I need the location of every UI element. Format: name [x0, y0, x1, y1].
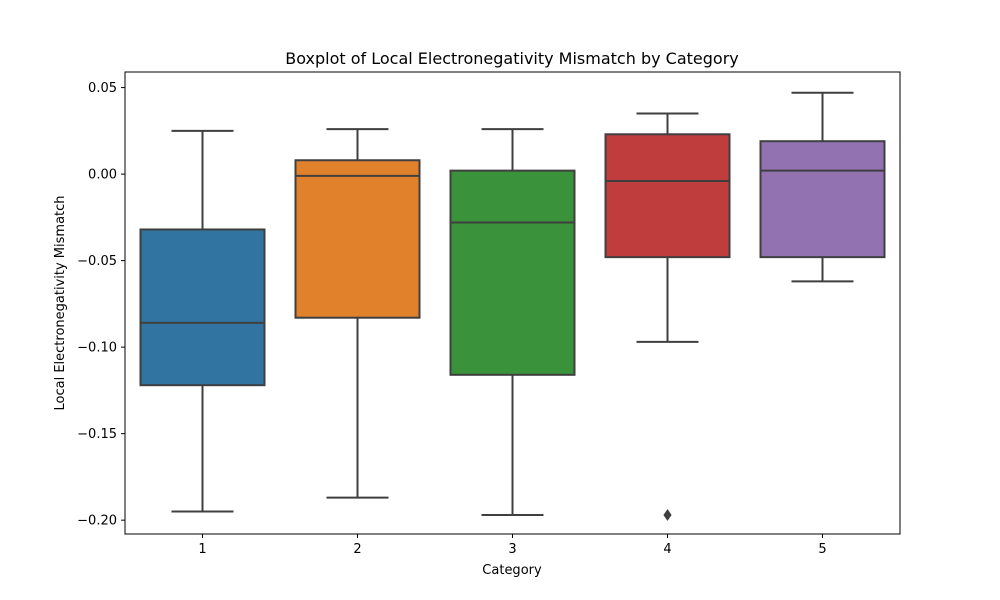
y-axis-title: Local Electronegativity Mismatch	[53, 195, 68, 410]
box	[294, 159, 421, 319]
y-tick-label: −0.20	[77, 514, 117, 529]
y-tick-label: 0.00	[88, 168, 117, 183]
box-group-5	[759, 91, 886, 283]
x-tick-label: 2	[353, 542, 361, 557]
y-tick-label: −0.05	[77, 254, 117, 269]
box-group-1	[139, 129, 266, 513]
box-group-2	[294, 128, 421, 499]
x-tick-label: 1	[198, 542, 206, 557]
y-tick-label: −0.15	[77, 427, 117, 442]
box	[604, 133, 731, 259]
boxes-layer	[139, 91, 886, 521]
x-axis: 1 2 3 4 5	[198, 534, 827, 557]
box	[759, 140, 886, 259]
y-tick-label: −0.10	[77, 341, 117, 356]
box	[139, 228, 266, 387]
x-axis-title: Category	[482, 563, 542, 578]
box-group-3	[449, 128, 576, 516]
chart-title: Boxplot of Local Electronegativity Misma…	[285, 49, 739, 68]
x-tick-label: 3	[508, 542, 516, 557]
y-axis: 0.05 0.00 −0.05 −0.10 −0.15 −0.20	[77, 81, 125, 529]
x-tick-label: 4	[663, 542, 671, 557]
outlier-point	[663, 509, 672, 521]
y-tick-label: 0.05	[88, 81, 117, 96]
box-group-4	[604, 112, 731, 521]
box	[449, 169, 576, 376]
x-tick-label: 5	[818, 542, 826, 557]
